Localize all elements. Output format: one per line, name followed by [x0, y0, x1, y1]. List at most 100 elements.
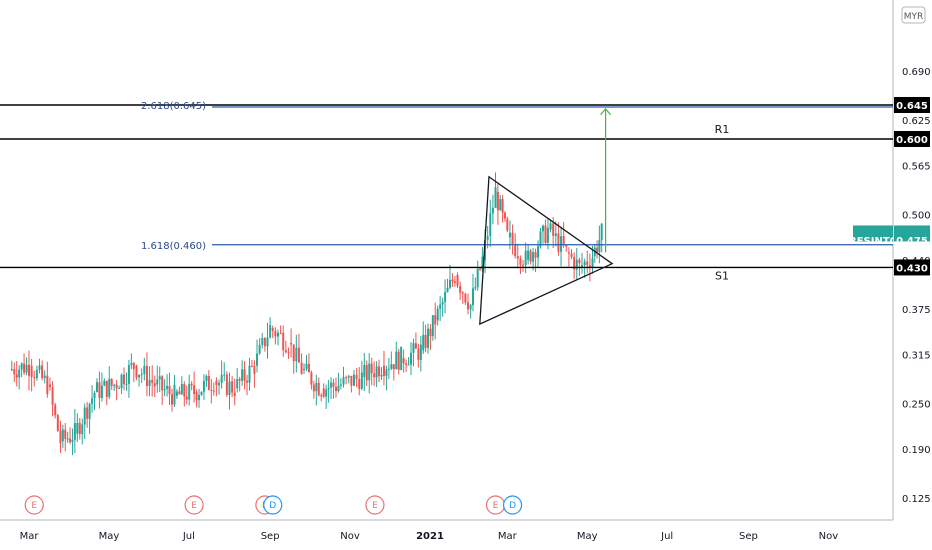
candle-body	[218, 382, 221, 386]
candle-body	[541, 225, 544, 232]
candle-body	[534, 252, 537, 258]
candle-body	[236, 378, 239, 389]
candle-body	[266, 337, 269, 347]
candle-body	[573, 256, 576, 270]
earnings-marker[interactable]: E	[24, 495, 44, 515]
candle-body	[103, 380, 106, 386]
candle-body	[453, 281, 456, 283]
level-price-tag: 0.600	[896, 135, 928, 146]
candle-body	[358, 378, 361, 389]
candle-body	[78, 422, 81, 435]
candle-body	[489, 213, 492, 236]
y-tick-label: 0.375	[902, 305, 931, 316]
candle-body	[591, 258, 594, 268]
candle-body	[539, 231, 542, 247]
candle-body	[38, 365, 41, 370]
y-tick-label: 0.125	[902, 494, 931, 505]
candle-body	[123, 374, 126, 384]
candle-body	[586, 261, 589, 266]
candle-body	[20, 363, 23, 370]
target-arrow[interactable]	[600, 107, 612, 253]
candle-body	[256, 353, 259, 366]
candle-body	[193, 385, 196, 394]
candle-body	[83, 407, 86, 425]
candle-body	[557, 233, 560, 252]
candle-body	[494, 187, 497, 208]
candle-body	[552, 223, 555, 236]
candle-body	[549, 223, 552, 230]
x-tick-label: May	[99, 531, 120, 542]
dividend-marker[interactable]: D	[502, 495, 523, 515]
event-letter: E	[31, 501, 37, 511]
candle-body	[120, 374, 123, 389]
candle-body	[241, 369, 244, 381]
event-letter: E	[372, 501, 378, 511]
candle-body	[220, 374, 223, 383]
candle-body	[71, 440, 74, 443]
candle-body	[562, 236, 565, 246]
x-tick-label: Jul	[182, 531, 195, 542]
candle-body	[151, 379, 154, 384]
candle-body	[30, 365, 33, 377]
earnings-marker[interactable]: E	[485, 495, 506, 515]
candle-body	[307, 363, 310, 373]
candle-body	[471, 288, 474, 306]
candle-body	[352, 374, 355, 386]
candle-body	[127, 364, 130, 384]
x-tick-label: May	[577, 531, 598, 542]
candle-body	[279, 332, 282, 334]
candle-body	[444, 291, 447, 302]
candle-body	[476, 268, 479, 288]
candle-body	[190, 383, 193, 386]
level-price-tag-bg	[894, 259, 930, 276]
candle-body	[451, 279, 454, 282]
candle-body	[145, 365, 148, 387]
candle-body	[231, 381, 234, 393]
candle-body	[407, 364, 410, 366]
candle-body	[345, 377, 348, 379]
earnings-marker[interactable]: E	[365, 495, 385, 515]
candle-body	[546, 227, 549, 243]
candle-body	[560, 236, 563, 252]
event-circle	[24, 495, 44, 515]
candle-body	[405, 363, 408, 365]
last-price-label: 0.475	[896, 236, 928, 247]
candle-body	[567, 252, 570, 254]
candle-body	[439, 304, 442, 309]
candle-body	[282, 332, 285, 351]
candle-body	[98, 382, 101, 399]
candle-body	[491, 207, 494, 214]
support-label: S1	[715, 269, 729, 282]
candle-body	[322, 388, 325, 397]
candle-body	[243, 369, 246, 381]
currency-badge[interactable]: MYR	[901, 6, 926, 24]
candle-body	[350, 375, 353, 386]
y-tick-label: 0.500	[902, 211, 931, 222]
candle-body	[467, 302, 470, 310]
candle-body	[337, 385, 340, 392]
candle-body	[529, 250, 532, 262]
candle-body	[578, 259, 581, 264]
candle-body	[105, 380, 108, 397]
candle-body	[434, 315, 437, 325]
candle-body	[210, 389, 213, 391]
dividend-marker[interactable]: D	[263, 495, 283, 515]
candle-body	[56, 415, 59, 432]
candle-body	[385, 369, 388, 376]
x-tick-label: Mar	[20, 531, 40, 542]
earnings-marker[interactable]: E	[184, 495, 204, 515]
candle-body	[422, 334, 425, 351]
candle-body	[431, 315, 434, 337]
candle-body	[23, 363, 26, 373]
candle-body	[166, 385, 169, 389]
symbol-price-tag: RESINTC 0.475	[849, 225, 930, 247]
candle-body	[110, 378, 113, 386]
candle-body	[600, 223, 603, 240]
symbol-label: RESINTC	[849, 236, 897, 247]
event-letter: D	[269, 501, 276, 511]
x-tick-label: Sep	[261, 531, 280, 542]
candle-body	[459, 285, 462, 293]
triangle-pattern[interactable]	[479, 175, 614, 326]
candle-body	[274, 330, 277, 337]
